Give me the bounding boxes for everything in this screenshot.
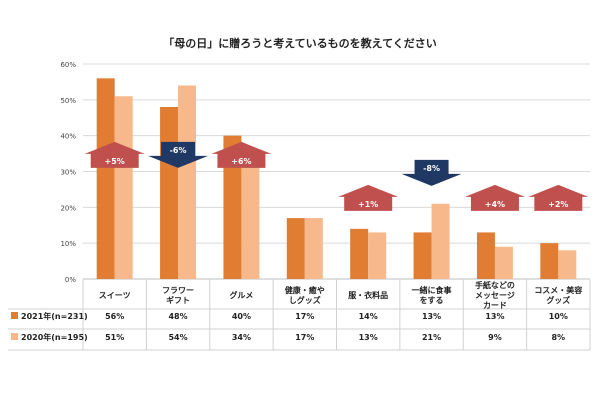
table-value: 10% — [549, 312, 568, 321]
table-value: 51% — [105, 333, 124, 342]
bar-series-1 — [286, 218, 305, 279]
legend-label: 2020年(n=195) — [21, 332, 88, 342]
y-tick-label: 50% — [60, 97, 76, 105]
down-arrow-icon — [148, 141, 209, 168]
category-label: グルメ — [229, 290, 253, 300]
category-label: メッセージ — [475, 291, 515, 300]
bar-series-1 — [413, 232, 432, 279]
category-label: グッズ — [546, 295, 570, 305]
y-tick-label: 0% — [65, 276, 76, 284]
legend-label: 2021年(n=231) — [21, 311, 88, 321]
bar-series-2 — [368, 232, 387, 279]
category-label: ギフト — [166, 295, 190, 305]
y-tick-label: 40% — [60, 133, 76, 141]
up-arrow-icon — [464, 184, 525, 211]
category-label: スイーツ — [99, 291, 131, 300]
bar-series-2 — [114, 96, 133, 279]
table-value: 8% — [552, 333, 566, 342]
bar-series-1 — [96, 78, 115, 279]
table-value: 14% — [359, 312, 378, 321]
up-arrow-icon — [338, 184, 399, 211]
change-label: +6% — [231, 157, 251, 166]
table-value: 56% — [105, 312, 124, 321]
y-axis-ticks: 0% 10% 20% 30% 40% 50% 60% — [60, 61, 76, 284]
up-arrow-icon — [84, 141, 145, 168]
category-label: 一緒に食事 — [412, 285, 452, 295]
bars — [96, 78, 577, 279]
y-tick-label: 10% — [60, 240, 76, 248]
bar-series-1 — [160, 107, 179, 279]
bar-series-2 — [431, 203, 450, 279]
bar-series-1 — [540, 243, 559, 279]
legend-swatch — [11, 312, 18, 319]
category-label: フラワー — [162, 286, 194, 295]
change-label: +4% — [485, 200, 505, 209]
up-arrow-icon — [211, 141, 272, 168]
y-tick-label: 60% — [60, 61, 76, 69]
change-label: +1% — [358, 200, 378, 209]
table-value: 54% — [168, 333, 187, 342]
change-label: +2% — [548, 200, 568, 209]
category-label: をする — [420, 296, 444, 305]
legend-swatch — [11, 333, 18, 340]
category-label: しグッズ — [289, 295, 321, 305]
y-tick-label: 30% — [60, 169, 76, 177]
table-value: 17% — [295, 333, 314, 342]
table-value: 34% — [232, 333, 251, 342]
up-arrow-icon — [528, 184, 589, 211]
down-arrow-icon — [401, 159, 462, 186]
y-tick-label: 20% — [60, 204, 76, 212]
table-value: 13% — [359, 333, 378, 342]
bar-series-2 — [241, 157, 260, 279]
grid-lines — [83, 63, 590, 280]
bar-series-1 — [223, 135, 242, 279]
table-value: 48% — [168, 312, 187, 321]
bar-series-2 — [304, 218, 323, 279]
chart-title: 「母の日」に贈ろうと考えているものを教えてください — [163, 37, 437, 50]
category-label: 健康・癒や — [285, 285, 325, 295]
category-label: 手紙などの — [475, 280, 515, 290]
change-arrows: +5% -6% +6% +1% -8% +4% +2% — [84, 141, 589, 211]
bar-series-2 — [558, 250, 577, 279]
category-label: 服・衣料品 — [348, 290, 388, 300]
change-label: -6% — [170, 146, 187, 155]
bar-series-1 — [350, 228, 369, 279]
table-value: 13% — [422, 312, 441, 321]
bar-series-1 — [476, 232, 495, 279]
table-value: 17% — [295, 312, 314, 321]
change-label: -8% — [423, 164, 440, 173]
table-value: 13% — [485, 312, 504, 321]
table-value: 40% — [232, 312, 251, 321]
change-label: +5% — [105, 157, 125, 166]
table-value: 9% — [488, 333, 502, 342]
table-value: 21% — [422, 333, 441, 342]
bar-series-2 — [494, 246, 513, 279]
bar-series-2 — [178, 85, 197, 279]
category-label: カード — [483, 301, 507, 310]
category-label: コスメ・美容 — [534, 285, 582, 295]
